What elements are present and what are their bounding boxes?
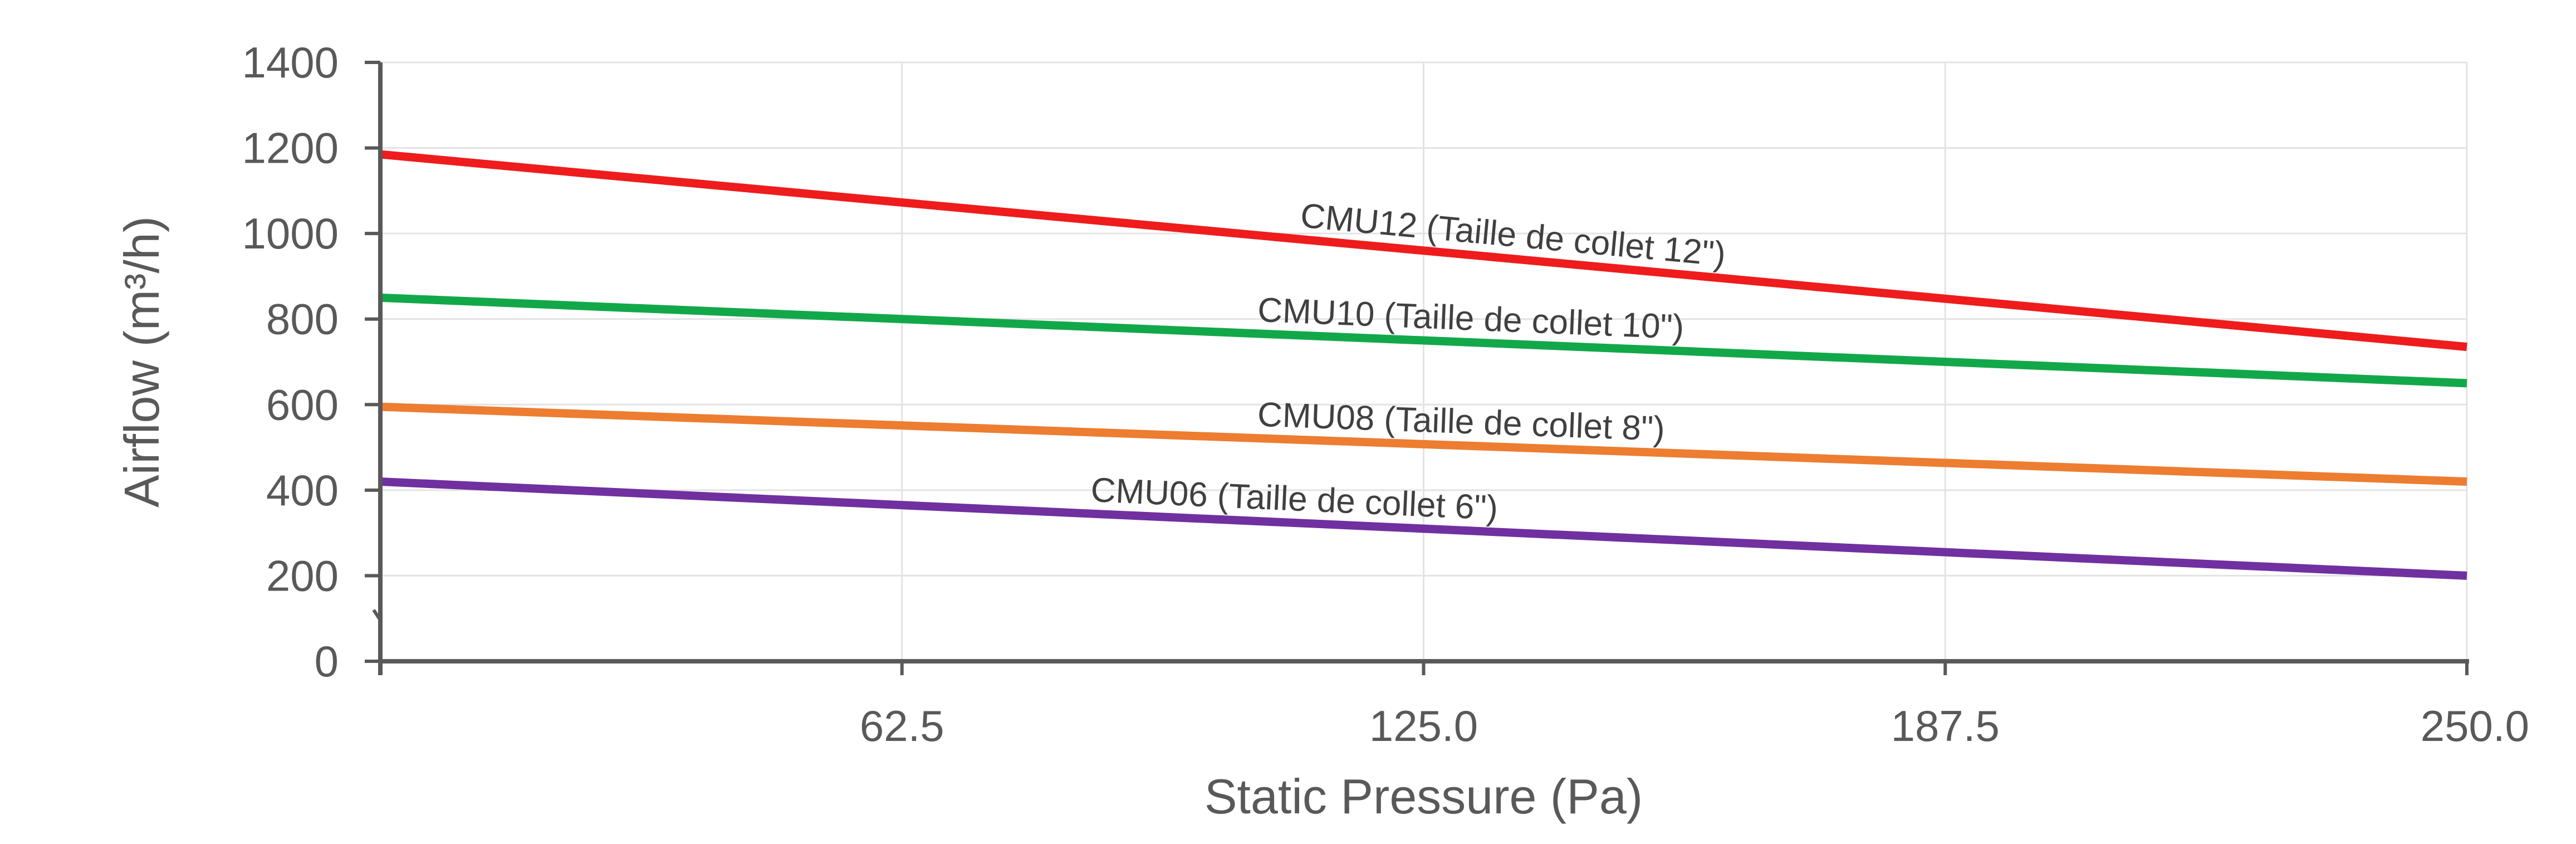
- y-axis-break-mark: [372, 609, 381, 619]
- grid: [380, 61, 2468, 661]
- x-tick-label: 250.0: [2421, 701, 2529, 750]
- x-tick-label: 62.5: [860, 701, 944, 750]
- y-tick-label: 1400: [242, 38, 339, 87]
- y-tick-label: 1000: [242, 209, 339, 258]
- series-line: [380, 150, 2467, 352]
- tick-labels: 0 200 400 600 800 1000 1200 1400 62.5 125.0 187.5 2…: [242, 38, 2529, 750]
- y-tick-label: 1200: [242, 124, 339, 173]
- y-tick-label: 400: [266, 466, 339, 515]
- y-tick-label: 800: [266, 295, 339, 344]
- axes: [365, 61, 2469, 675]
- y-tick-label: 0: [315, 637, 339, 686]
- series-lines: [380, 150, 2467, 580]
- x-tick-label: 125.0: [1369, 701, 1478, 750]
- series-line: [380, 402, 2467, 486]
- series-line: [380, 477, 2467, 580]
- y-tick-label: 200: [266, 551, 339, 600]
- y-axis-title: Airflow (m³/h): [114, 216, 169, 508]
- x-axis-title: Static Pressure (Pa): [1204, 769, 1643, 824]
- x-tick-label: 187.5: [1891, 701, 2000, 750]
- y-tick-label: 600: [266, 380, 339, 429]
- series-line: [380, 293, 2467, 388]
